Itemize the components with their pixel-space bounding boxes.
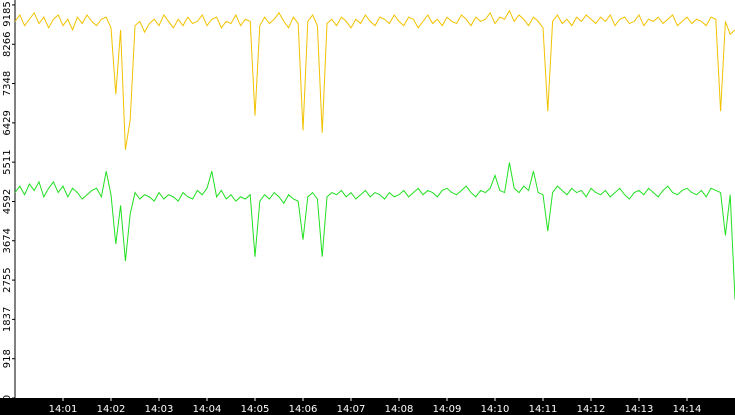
y-tick-label: 1837 — [2, 307, 13, 332]
x-tick-label: 14:12 — [577, 404, 606, 415]
x-tick-label: 14:13 — [625, 404, 654, 415]
y-tick-label: 6429 — [2, 110, 13, 135]
x-tick-label: 14:02 — [97, 404, 126, 415]
y-tick-label: 9185 — [2, 1, 13, 26]
y-tick-label: 4592 — [2, 189, 13, 214]
x-tick-label: 14:01 — [49, 404, 78, 415]
x-tick-label: 14:04 — [193, 404, 222, 415]
y-tick-label: 918 — [2, 349, 13, 368]
y-tick-label: 5511 — [2, 149, 13, 174]
y-tick-label: 7348 — [2, 71, 13, 96]
series-line — [14, 162, 735, 300]
x-tick-label: 14:10 — [481, 404, 510, 415]
x-tick-label: 14:09 — [433, 404, 462, 415]
x-tick-label: 14:05 — [241, 404, 270, 415]
x-tick-label: 14:08 — [385, 404, 414, 415]
x-tick-label: 14:03 — [145, 404, 174, 415]
x-axis-band — [0, 398, 735, 415]
x-tick-label: 14:11 — [529, 404, 558, 415]
y-tick-label: 8266 — [2, 32, 13, 57]
series-line — [14, 9, 735, 150]
x-tick-label: 14:14 — [673, 404, 702, 415]
y-tick-label: 0 — [2, 395, 13, 401]
x-tick-label: 14:06 — [289, 404, 318, 415]
x-tick-label: 14:07 — [337, 404, 366, 415]
y-tick-label: 2755 — [2, 267, 13, 292]
y-tick-label: 3674 — [2, 228, 13, 253]
